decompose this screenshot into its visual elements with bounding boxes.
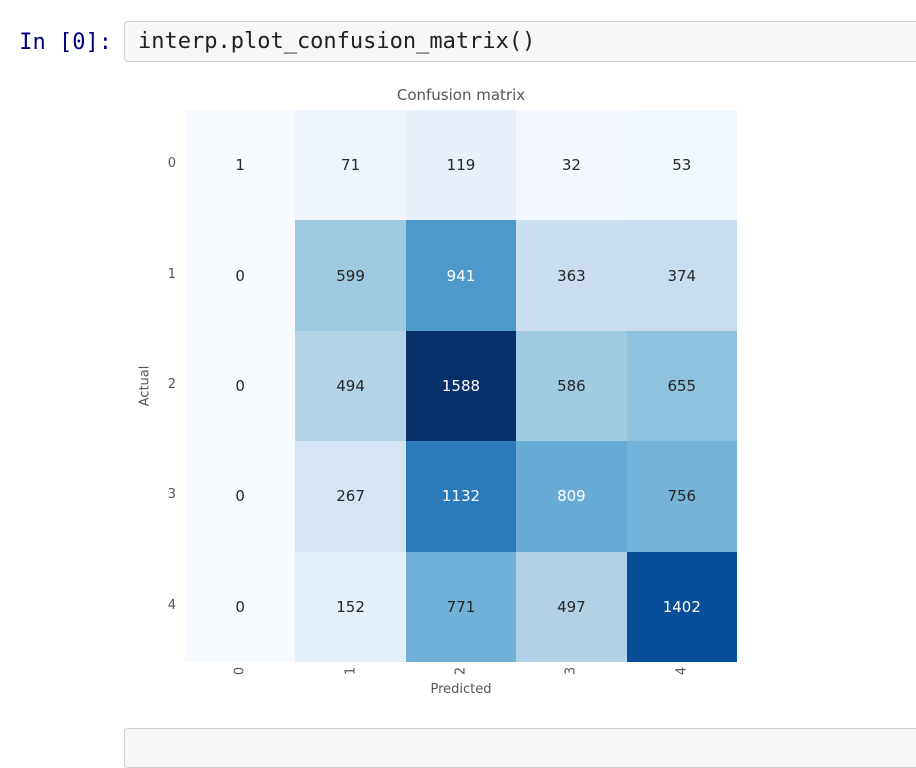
x-tick-label: 1: [343, 666, 359, 676]
x-tick-label: 0: [232, 666, 248, 676]
matrix-cell: 1: [185, 110, 296, 221]
x-axis-label: Predicted: [430, 682, 492, 697]
matrix-cell: 1132: [405, 441, 517, 552]
y-axis-label: Actual: [137, 365, 153, 407]
x-tick-label: 4: [674, 666, 690, 676]
code-line: interp.plot_confusion_matrix(): [138, 29, 536, 54]
chart-title: Confusion matrix: [396, 86, 526, 104]
next-cell-input[interactable]: [124, 728, 916, 768]
x-tick-label: 2: [453, 666, 469, 676]
matrix-cell: 497: [516, 551, 627, 662]
matrix-cell: 0: [185, 220, 296, 331]
matrix-cell: 809: [516, 441, 627, 552]
matrix-cell: 0: [185, 441, 296, 552]
figure-output: Confusion matrix 1 71 119 32 53 0 599 941 363 374…: [137, 86, 737, 697]
x-tick-label: 3: [563, 666, 579, 676]
matrix-cell: 756: [626, 441, 737, 552]
matrix-cell: 32: [516, 110, 627, 221]
y-tick-label: 3: [167, 487, 176, 503]
matrix-cell: 71: [295, 110, 406, 221]
y-tick-label: 1: [167, 266, 176, 282]
matrix-cell: 267: [295, 441, 406, 552]
confusion-matrix-grid: 1 71 119 32 53 0 599 941 363 374 0 494 1588 586 655 0 26…: [185, 110, 737, 662]
matrix-cell: 771: [405, 551, 517, 662]
matrix-cell: 586: [516, 330, 627, 442]
matrix-cell: 655: [626, 330, 737, 442]
y-tick-label: 2: [167, 377, 176, 392]
input-prompt: In [0]:: [19, 30, 112, 55]
matrix-cell: 119: [405, 110, 517, 221]
matrix-cell: 494: [295, 330, 406, 442]
matrix-cell: 1588: [405, 330, 517, 442]
matrix-cell: 374: [626, 220, 737, 331]
y-tick-label: 0: [167, 156, 176, 172]
matrix-cell: 0: [185, 551, 296, 662]
matrix-cell: 941: [405, 220, 517, 331]
code-editor[interactable]: interp.plot_confusion_matrix(): [124, 21, 916, 62]
y-tick-label: 4: [167, 597, 176, 613]
matrix-cell: 53: [626, 110, 737, 221]
matrix-cell: 152: [295, 551, 406, 662]
matrix-cell: 1402: [626, 551, 737, 662]
matrix-cell: 363: [516, 220, 627, 331]
matrix-cell: 0: [185, 330, 296, 442]
matrix-cell: 599: [295, 220, 406, 331]
